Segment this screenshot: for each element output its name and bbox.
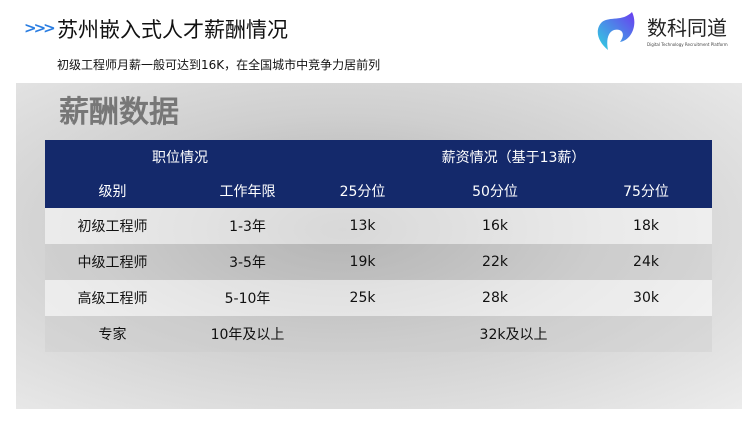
cell: 初级工程师	[45, 208, 180, 244]
group-header-salary: 薪资情况（基于13薪）	[315, 140, 712, 174]
page-title: 苏州嵌入式人才薪酬情况	[57, 18, 288, 42]
table-row: 初级工程师 1-3年 13k 16k 18k	[45, 208, 712, 244]
cell: 32k及以上	[315, 316, 712, 352]
group-header-position: 职位情况	[45, 140, 315, 174]
cell: 13k	[315, 208, 410, 244]
cell: 22k	[410, 244, 580, 280]
cell: 25k	[315, 280, 410, 316]
cell: 1-3年	[180, 208, 315, 244]
table-row: 高级工程师 5-10年 25k 28k 30k	[45, 280, 712, 316]
cell: 30k	[580, 280, 712, 316]
column-header: 工作年限	[180, 174, 315, 208]
cell: 19k	[315, 244, 410, 280]
cell: 16k	[410, 208, 580, 244]
cell: 18k	[580, 208, 712, 244]
cell: 3-5年	[180, 244, 315, 280]
panel-title: 薪酬数据	[59, 95, 179, 130]
logo: 数科同道 Digital Technology Recruitment Plat…	[592, 10, 742, 52]
table-row: 专家 10年及以上 32k及以上	[45, 316, 712, 352]
cell: 中级工程师	[45, 244, 180, 280]
column-header: 75分位	[580, 174, 712, 208]
cell: 10年及以上	[180, 316, 315, 352]
logo-tagline: Digital Technology Recruitment Platform	[647, 42, 728, 47]
cell: 高级工程师	[45, 280, 180, 316]
cell: 专家	[45, 316, 180, 352]
column-header: 50分位	[410, 174, 580, 208]
cell: 5-10年	[180, 280, 315, 316]
salary-table: 职位情况 薪资情况（基于13薪） 级别 工作年限 25分位 50分位 75分位 …	[45, 140, 712, 352]
cell: 28k	[410, 280, 580, 316]
arrows-icon: >>>	[24, 19, 56, 37]
logo-icon	[597, 12, 635, 50]
column-header: 25分位	[315, 174, 410, 208]
cell: 24k	[580, 244, 712, 280]
table-row: 中级工程师 3-5年 19k 22k 24k	[45, 244, 712, 280]
page-subtitle: 初级工程师月薪一般可达到16K，在全国城市中竞争力居前列	[57, 58, 381, 72]
logo-name: 数科同道	[647, 16, 727, 40]
salary-panel: 薪酬数据 职位情况 薪资情况（基于13薪） 级别 工作年限 25分位 50分位 …	[16, 83, 742, 409]
column-header: 级别	[45, 174, 180, 208]
